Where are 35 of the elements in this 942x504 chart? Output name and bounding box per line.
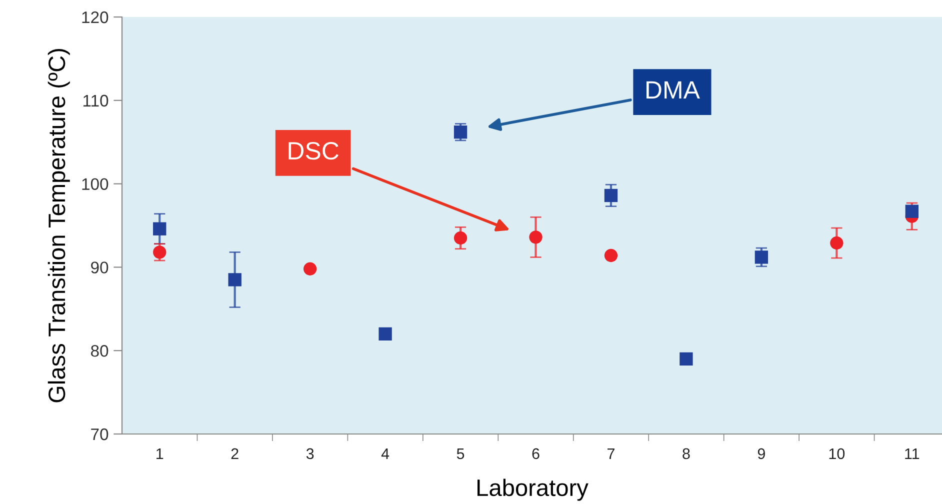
y-tick-label: 100 [82, 178, 108, 190]
point [830, 236, 844, 250]
point [454, 231, 468, 245]
point [604, 248, 618, 262]
annotation: DSC [288, 142, 338, 160]
point [378, 327, 392, 341]
y-tick-label: 120 [82, 11, 108, 24]
y-tick-label: 80 [90, 345, 108, 357]
y-tick-label: 90 [91, 262, 108, 274]
y-axis-title: Glass Transition Temperature (ºC) [48, 48, 70, 402]
point [228, 273, 242, 286]
point [454, 126, 468, 139]
point [153, 246, 166, 259]
point [754, 250, 768, 264]
x-tick-label: 6 [532, 448, 540, 460]
x-tick-label: 2 [231, 448, 238, 459]
point [153, 222, 166, 236]
x-tick-label: 4 [381, 448, 390, 459]
x-tick-label: 5 [456, 448, 464, 460]
y-tick-label: 110 [84, 94, 108, 107]
point [680, 352, 693, 366]
x-tick-label: 3 [306, 448, 314, 460]
x-tick-label: 8 [682, 448, 690, 460]
x-tick-label: 7 [608, 448, 614, 459]
point [303, 262, 317, 276]
x-tick-label: 1 [156, 448, 164, 459]
x-tick-label: 11 [905, 448, 920, 459]
point [529, 230, 542, 244]
point [604, 188, 618, 202]
y-tick-label: 70 [91, 428, 108, 440]
annotation: DMA [646, 81, 700, 99]
x-tick-label: 9 [758, 448, 765, 460]
x-tick-label: 10 [829, 448, 845, 460]
x-axis-title: Laboratory [478, 478, 588, 501]
point [905, 204, 918, 218]
